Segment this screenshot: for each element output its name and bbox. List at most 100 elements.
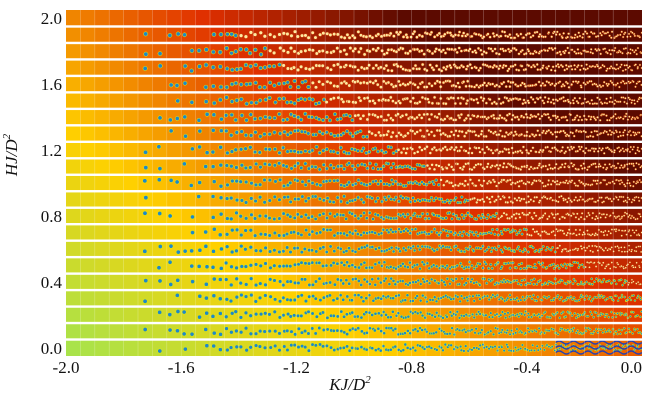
vortex-core <box>599 181 603 185</box>
vortex-core <box>586 135 590 139</box>
vortex-core <box>300 194 305 199</box>
vortex-core <box>223 260 229 266</box>
vortex-core <box>579 280 583 284</box>
vortex-core <box>310 311 315 316</box>
vortex-core <box>425 112 430 116</box>
vortex-core <box>567 196 571 200</box>
heatmap-cell <box>109 26 124 43</box>
vortex-core <box>513 36 517 40</box>
vortex-core <box>335 84 340 89</box>
vortex-core <box>535 62 539 66</box>
vortex-core <box>299 150 304 155</box>
vortex-core <box>362 80 366 85</box>
vortex-core <box>474 184 478 188</box>
vortex-core <box>350 263 355 268</box>
vortex-core <box>253 47 258 53</box>
vortex-core <box>630 200 634 204</box>
vortex-core <box>229 330 234 335</box>
vortex-core <box>288 214 293 219</box>
vortex-core <box>542 101 546 105</box>
row-gap <box>66 239 642 242</box>
vortex-core <box>379 296 384 301</box>
vortex-core <box>386 48 391 52</box>
vortex-core <box>517 315 521 319</box>
vortex-core <box>541 81 545 85</box>
vortex-core <box>520 330 524 334</box>
vortex-core <box>289 343 294 348</box>
vortex-core <box>355 314 360 319</box>
vortex-core <box>378 280 383 285</box>
heatmap-cell <box>426 108 441 126</box>
heatmap-cell <box>382 323 398 340</box>
vortex-core <box>613 49 616 52</box>
vortex-core <box>387 183 392 187</box>
heatmap-cell <box>598 174 614 192</box>
vortex-core <box>588 213 591 217</box>
heatmap-cell <box>426 158 441 175</box>
vortex-core <box>299 330 305 335</box>
vortex-core <box>532 282 536 286</box>
vortex-core <box>481 266 485 270</box>
vortex-core <box>331 149 336 154</box>
heatmap-cell <box>181 339 196 356</box>
heatmap-cell <box>238 10 254 27</box>
vortex-core <box>617 146 621 149</box>
vortex-core <box>632 180 636 184</box>
vortex-core <box>310 229 315 234</box>
vortex-core <box>331 260 336 265</box>
vortex-core <box>415 150 420 154</box>
vortex-core <box>417 113 422 117</box>
vortex-core <box>519 267 523 271</box>
vortex-core <box>276 81 282 86</box>
vortex-core <box>277 331 282 336</box>
vortex-core <box>479 246 483 251</box>
heatmap-cell <box>138 290 153 307</box>
vortex-core <box>488 65 492 69</box>
vortex-core <box>288 180 293 185</box>
vortex-core <box>628 150 632 154</box>
vortex-core <box>557 266 561 270</box>
vortex-core <box>188 183 194 188</box>
vortex-core <box>460 233 464 238</box>
vortex-core <box>636 217 639 221</box>
heatmap-cell <box>195 240 211 258</box>
vortex-core <box>470 66 474 70</box>
vortex-core <box>532 313 536 317</box>
vortex-core <box>462 216 466 220</box>
vortex-core <box>467 314 472 318</box>
vortex-core <box>197 180 202 185</box>
vortex-core <box>509 49 513 53</box>
vortex-core <box>573 36 576 40</box>
vortex-core <box>405 293 410 298</box>
vortex-core <box>494 51 499 55</box>
vortex-core <box>471 294 475 298</box>
vortex-core <box>541 164 545 168</box>
heatmap-cell <box>368 174 384 192</box>
vortex-core <box>310 282 315 287</box>
vortex-core <box>356 279 361 283</box>
vortex-core <box>273 329 278 334</box>
vortex-core <box>321 31 326 36</box>
vortex-core <box>381 344 386 348</box>
vortex-core <box>389 197 394 202</box>
vortex-core <box>451 96 456 100</box>
heatmap-cell <box>454 290 470 307</box>
vortex-core <box>617 198 620 202</box>
vortex-core <box>478 262 482 266</box>
vortex-core <box>514 216 518 220</box>
vortex-core <box>534 329 538 333</box>
vortex-core <box>531 246 535 250</box>
vortex-core <box>601 84 605 88</box>
heatmap-cell <box>138 92 153 109</box>
vortex-core <box>634 229 638 232</box>
vortex-core <box>608 129 612 132</box>
vortex-core <box>157 115 163 121</box>
vortex-core <box>487 315 491 319</box>
heatmap-cell <box>166 158 182 175</box>
vortex-core <box>341 99 346 104</box>
vortex-core <box>472 249 476 253</box>
vortex-core <box>511 332 515 336</box>
heatmap-cell <box>166 26 182 43</box>
vortex-core <box>182 161 187 167</box>
vortex-core <box>218 162 224 168</box>
